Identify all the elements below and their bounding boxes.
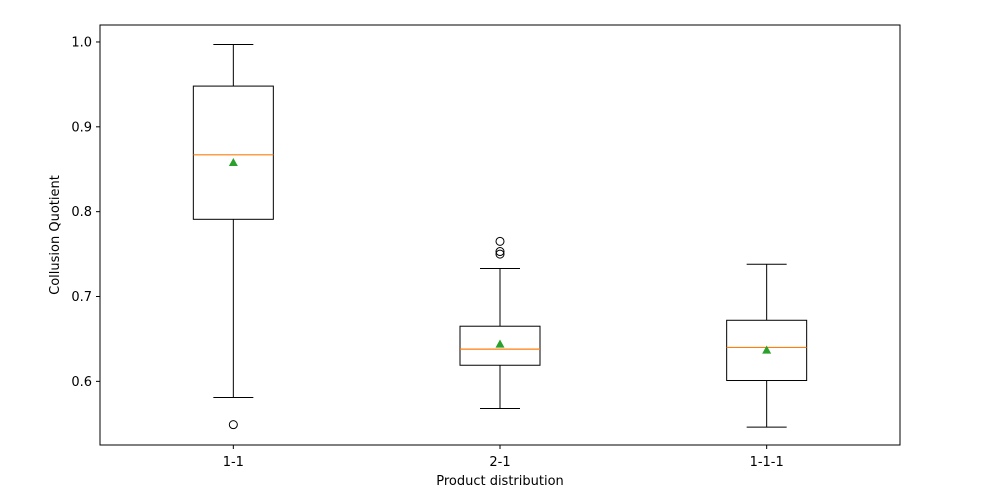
x-tick-label: 1-1-1 bbox=[750, 455, 784, 470]
y-tick-label: 1.0 bbox=[71, 35, 92, 50]
y-tick-label: 0.9 bbox=[71, 120, 92, 135]
mean-marker bbox=[228, 157, 238, 167]
outlier-point bbox=[228, 420, 238, 430]
mean-marker bbox=[762, 345, 772, 354]
plot-area: 0.6 0.7 0.8 0.9 1.0 1-1 2-1 1-1-1 bbox=[71, 24, 901, 470]
y-tick-label: 0.6 bbox=[71, 375, 92, 390]
outlier-point bbox=[495, 247, 505, 257]
x-tick-label: 1-1 bbox=[223, 455, 244, 470]
outlier-point bbox=[495, 249, 505, 259]
box-iqr bbox=[192, 85, 274, 220]
outlier-point bbox=[495, 236, 505, 246]
y-tick-label: 0.7 bbox=[71, 290, 92, 305]
box-iqr bbox=[459, 325, 541, 366]
box-iqr bbox=[726, 319, 808, 382]
x-tick-label: 2-1 bbox=[489, 455, 510, 470]
y-axis-label: Collusion Quotient bbox=[48, 175, 63, 295]
y-tick-label: 0.8 bbox=[71, 205, 92, 220]
x-axis-label: Product distribution bbox=[436, 474, 564, 489]
mean-marker bbox=[495, 339, 505, 348]
